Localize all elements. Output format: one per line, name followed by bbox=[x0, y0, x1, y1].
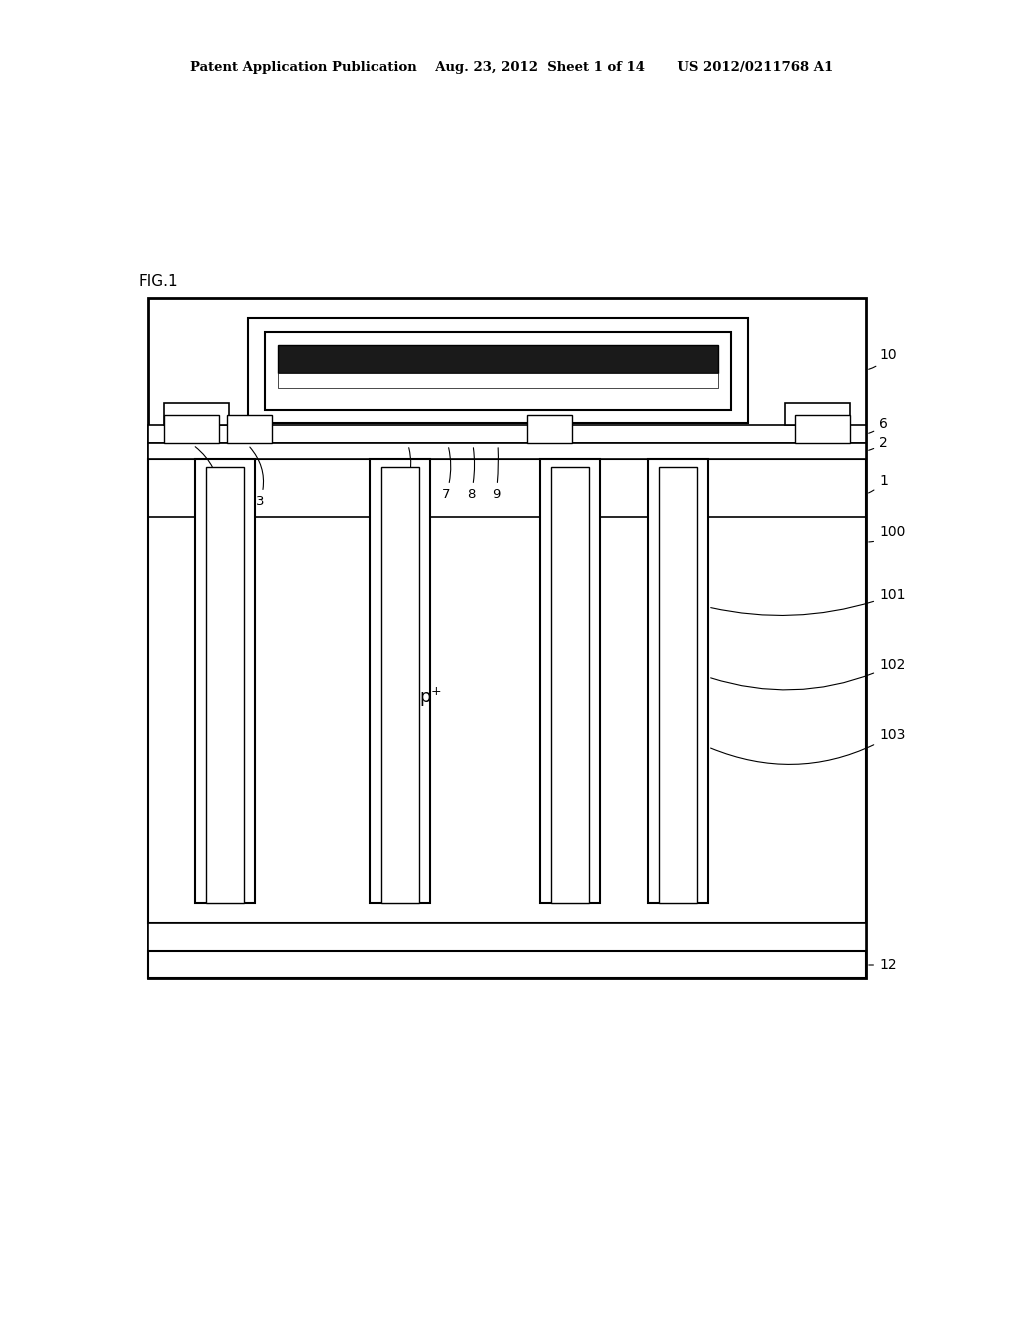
Bar bbox=[227, 414, 272, 444]
Text: p$^{+}$: p$^{+}$ bbox=[419, 685, 441, 709]
Bar bbox=[265, 333, 731, 411]
Bar bbox=[148, 950, 866, 978]
Text: 101: 101 bbox=[711, 587, 905, 615]
Bar bbox=[148, 298, 866, 978]
Text: 3: 3 bbox=[250, 447, 264, 508]
Bar bbox=[370, 459, 430, 903]
Text: 7: 7 bbox=[441, 447, 451, 502]
Bar bbox=[148, 444, 866, 459]
Text: 1: 1 bbox=[868, 474, 888, 492]
Bar bbox=[278, 374, 718, 388]
Bar bbox=[248, 318, 748, 422]
Text: 102: 102 bbox=[711, 657, 905, 690]
Text: Patent Application Publication    Aug. 23, 2012  Sheet 1 of 14       US 2012/021: Patent Application Publication Aug. 23, … bbox=[190, 62, 834, 74]
Text: 2: 2 bbox=[868, 436, 888, 450]
Bar bbox=[278, 345, 718, 374]
Text: 8: 8 bbox=[467, 447, 475, 502]
Bar bbox=[148, 923, 866, 950]
Bar bbox=[659, 467, 697, 903]
Text: 4: 4 bbox=[398, 447, 411, 502]
Text: n$^{-}$: n$^{-}$ bbox=[550, 480, 570, 498]
Text: FIG.1: FIG.1 bbox=[138, 275, 177, 289]
Text: 10: 10 bbox=[868, 348, 897, 370]
Text: 5: 5 bbox=[196, 446, 222, 513]
Bar bbox=[148, 425, 866, 444]
Bar bbox=[648, 459, 708, 903]
Bar bbox=[785, 403, 850, 425]
Text: 12: 12 bbox=[868, 958, 897, 972]
Bar bbox=[148, 459, 866, 923]
Text: 9: 9 bbox=[492, 447, 500, 502]
Bar bbox=[195, 459, 255, 903]
Bar bbox=[551, 467, 589, 903]
Bar bbox=[795, 414, 850, 444]
Bar bbox=[164, 414, 219, 444]
Bar bbox=[381, 467, 419, 903]
Bar bbox=[527, 414, 572, 444]
Text: 6: 6 bbox=[868, 417, 888, 433]
Text: 103: 103 bbox=[711, 729, 905, 764]
Text: 100: 100 bbox=[868, 525, 905, 543]
Bar bbox=[164, 403, 229, 425]
Bar bbox=[540, 459, 600, 903]
Bar bbox=[206, 467, 244, 903]
